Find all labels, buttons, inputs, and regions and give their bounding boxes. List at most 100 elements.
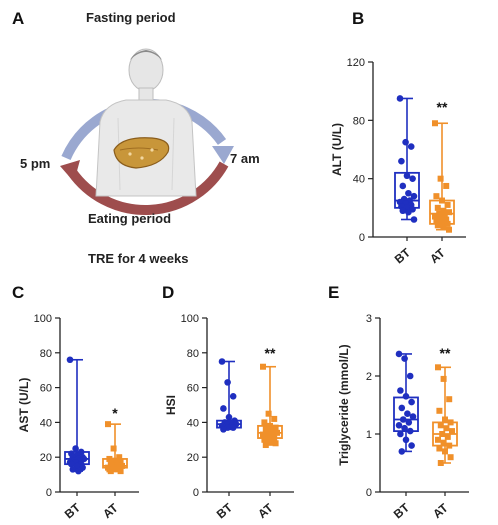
panel-e-chart: E 0 1 2 3 Triglyceride (mmol/L) BT AT ** [328,283,469,521]
data-point [439,431,446,437]
x-tick-label: BT [214,500,236,521]
data-point [405,419,413,426]
box-bt [394,95,420,223]
data-point [261,436,268,443]
data-point [444,433,451,440]
tre-caption: TRE for 4 weeks [88,251,188,266]
data-point [410,192,418,200]
panel-letter: D [162,283,174,302]
data-point [437,215,444,222]
y-axis-title: HSI [164,395,178,415]
data-point [260,363,266,370]
data-point [397,387,404,394]
data-point [440,375,447,382]
data-point [260,431,266,438]
panel-letter: A [12,9,24,28]
data-point [265,433,272,440]
data-point [441,212,448,219]
x-tick-label: AT [100,500,121,521]
significance-label: ** [440,345,451,361]
data-point [447,419,454,426]
data-point [410,216,418,223]
box-at [257,363,283,449]
data-point [69,466,77,473]
data-point [449,428,455,435]
panel-a-diagram: A Fasting period 5 pm 7 am Eating period… [12,9,260,266]
data-point [110,445,117,452]
data-point [433,217,440,224]
y-tick-label: 60 [40,383,52,395]
fasting-arrowhead-icon [212,146,234,164]
x-tick-label: AT [430,500,451,521]
data-point [443,425,450,432]
data-point [267,438,273,445]
data-point [405,189,412,197]
data-point [434,204,441,211]
y-tick-label: 40 [187,417,199,429]
liver-icon [113,137,170,169]
box-at [429,120,455,233]
data-point [432,213,438,220]
data-point [274,429,280,436]
data-point [66,356,74,364]
x-tick-label: BT [62,500,84,521]
data-point [434,222,441,229]
end-time-label: 7 am [230,151,260,166]
y-tick-label: 40 [40,417,52,429]
data-point [106,455,113,462]
data-point [444,201,451,208]
data-point [68,460,75,468]
data-point [432,120,438,127]
y-tick-label: 20 [40,452,52,464]
data-point [437,422,444,429]
data-point [105,421,111,428]
data-point [435,436,441,443]
data-point [399,416,407,423]
data-point [408,442,415,449]
data-point [404,410,411,418]
fasting-period-label: Fasting period [86,10,176,25]
significance-label: * [112,405,118,421]
significance-label: ** [437,99,448,115]
data-point [402,436,410,444]
y-tick-label: 80 [187,348,199,360]
data-point [398,404,406,412]
data-point [407,143,415,150]
data-point [117,468,124,475]
box-at [432,364,458,466]
data-point [436,407,443,414]
data-point [398,157,405,165]
y-tick-label: 20 [187,452,199,464]
eating-arrowhead-icon [60,160,80,182]
data-point [440,223,447,230]
significance-label: ** [265,345,276,361]
data-point [440,439,447,446]
data-point [75,467,82,475]
data-point [264,429,271,436]
data-point [112,457,118,464]
data-point [265,410,272,417]
data-point [446,226,452,233]
data-point [444,220,451,227]
data-point [402,138,409,146]
data-point [433,193,440,200]
data-point [406,427,414,435]
box-bt [64,356,90,475]
y-tick-label: 100 [181,313,199,325]
data-point [447,454,454,461]
data-point [399,182,407,190]
panel-b-chart: B 0 40 80 120 ALT (U/L) BT AT ** [330,9,466,266]
eating-arrow [67,161,229,216]
panel-letter: C [12,283,24,302]
y-tick-label: 40 [353,174,365,186]
data-point [267,422,273,429]
data-point [229,393,237,400]
data-point [408,398,415,406]
data-point [218,358,226,365]
data-point [409,413,417,420]
data-point [437,175,444,182]
start-time-label: 5 pm [20,156,50,171]
person-torso-icon [95,48,197,197]
data-point [271,415,278,422]
